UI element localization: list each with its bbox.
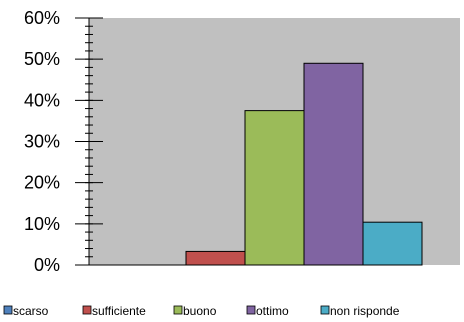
legend-swatch-scarso — [3, 305, 13, 315]
legend-label-sufficiente: sufficiente — [92, 304, 146, 318]
y-tick-label: 10% — [24, 214, 60, 234]
bars — [185, 62, 423, 266]
legend-swatch-sufficiente — [82, 305, 92, 315]
y-tick-label: 40% — [24, 90, 60, 110]
legend-swatch-buono — [173, 305, 183, 315]
legend-label-buono: buono — [183, 304, 217, 318]
bar-non-risponde — [362, 221, 423, 266]
y-tick-label: 50% — [24, 49, 60, 69]
bar-ottimo — [303, 62, 364, 266]
legend-label-scarso: scarso — [13, 304, 49, 318]
legend-label-ottimo: ottimo — [256, 304, 289, 318]
legend-swatch-non-risponde — [320, 305, 330, 315]
legend-label-non-risponde: non risponde — [330, 304, 400, 318]
legend: scarso sufficiente buono ottimo non risponde — [3, 304, 400, 318]
bar-buono — [244, 110, 305, 266]
y-tick-label: 60% — [24, 8, 60, 28]
y-axis: 0% 10% 20% 30% 40% 50% 60% — [24, 8, 420, 275]
y-tick-label: 0% — [34, 255, 60, 275]
y-tick-label: 30% — [24, 132, 60, 152]
legend-swatch-ottimo — [246, 305, 256, 315]
bar-sufficiente — [185, 250, 246, 266]
y-tick-label: 20% — [24, 173, 60, 193]
